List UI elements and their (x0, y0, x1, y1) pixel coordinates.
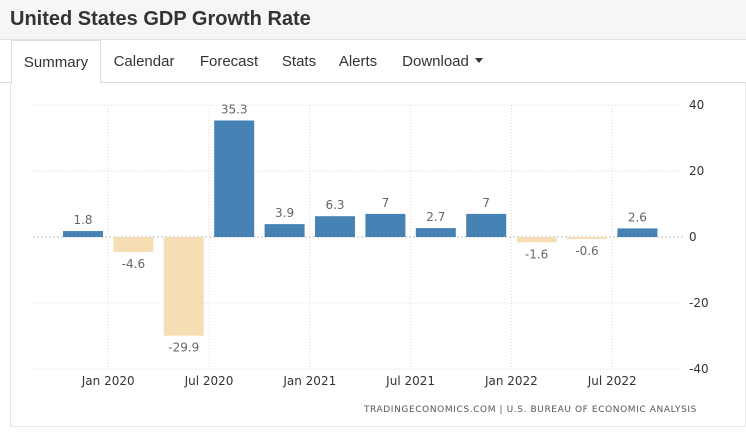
source-note: TRADINGECONOMICS.COM | U.S. BUREAU OF EC… (363, 405, 697, 415)
bar-2020Q1 (113, 237, 154, 253)
bar-2022Q3 (617, 228, 658, 237)
data-label: -0.6 (575, 244, 598, 258)
y-tick-label: 40 (689, 98, 704, 112)
bar-2020Q3 (214, 120, 255, 237)
data-label: 6.3 (325, 198, 344, 212)
bar-2021Q1 (315, 216, 355, 237)
y-tick-label: 0 (689, 230, 697, 244)
data-label: 1.8 (73, 213, 92, 227)
x-tick-label: Jan 2021 (282, 374, 336, 388)
data-label: 7 (482, 196, 490, 210)
tab-forecast[interactable]: Forecast (199, 53, 259, 70)
x-tick-label: Jul 2020 (184, 374, 234, 388)
bar-2020Q4 (264, 224, 305, 237)
data-label: -1.6 (525, 247, 548, 261)
tab-bar: Summary Calendar Forecast Stats Alerts D… (0, 40, 746, 84)
tab-alerts[interactable]: Alerts (338, 53, 378, 70)
bar-2022Q2 (567, 237, 607, 239)
x-tick-label: Jan 2020 (81, 374, 135, 388)
bar-2021Q3 (415, 228, 456, 237)
x-tick-label: Jul 2021 (385, 374, 435, 388)
data-label: -4.6 (122, 257, 145, 271)
bar-2022Q1 (516, 237, 557, 243)
tab-summary[interactable]: Summary (11, 40, 101, 84)
page-title: United States GDP Growth Rate (10, 8, 311, 30)
y-tick-label: 20 (689, 164, 704, 178)
y-tick-label: -40 (689, 362, 709, 376)
caret-down-icon (474, 57, 483, 63)
x-tick-label: Jan 2022 (484, 374, 538, 388)
data-label: 7 (382, 196, 390, 210)
data-label: 2.6 (628, 210, 647, 224)
bar-2021Q4 (466, 213, 507, 237)
y-tick-label: -20 (689, 296, 709, 310)
bar-2019Q4 (63, 231, 103, 237)
data-label: -29.9 (168, 341, 199, 355)
data-label: 2.7 (426, 210, 445, 224)
x-tick-label: Jul 2022 (587, 374, 637, 388)
data-label: 35.3 (221, 103, 248, 117)
header-bar: United States GDP Growth Rate (0, 0, 746, 40)
tab-calendar[interactable]: Calendar (113, 53, 175, 70)
tab-stats[interactable]: Stats (281, 53, 317, 70)
tab-download-label: Download (402, 53, 469, 70)
data-label: 3.9 (275, 206, 294, 220)
gdp-chart: 40 20 0 -20 -40 1.8 -4.6 -29.9 35.3 3.9 6.3 7 2.7 7 -1… (33, 98, 709, 388)
bar-2020Q2 (163, 237, 204, 336)
bar-2021Q2 (365, 213, 406, 237)
tab-download[interactable]: Download (395, 40, 490, 83)
